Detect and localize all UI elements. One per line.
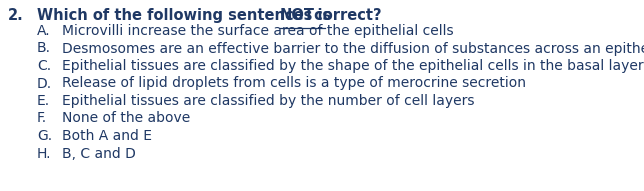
Text: Both A and E: Both A and E <box>62 129 152 143</box>
Text: Release of lipid droplets from cells is a type of merocrine secretion: Release of lipid droplets from cells is … <box>62 77 526 91</box>
Text: A.: A. <box>37 24 51 38</box>
Text: C.: C. <box>37 59 51 73</box>
Text: Epithelial tissues are classified by the shape of the epithelial cells in the ba: Epithelial tissues are classified by the… <box>62 59 643 73</box>
Text: B, C and D: B, C and D <box>62 146 136 160</box>
Text: G.: G. <box>37 129 52 143</box>
Text: correct?: correct? <box>309 8 382 23</box>
Text: F.: F. <box>37 112 47 125</box>
Text: 2.: 2. <box>8 8 24 23</box>
Text: Microvilli increase the surface area of the epithelial cells: Microvilli increase the surface area of … <box>62 24 453 38</box>
Text: NOT: NOT <box>280 8 315 23</box>
Text: Desmosomes are an effective barrier to the diffusion of substances across an epi: Desmosomes are an effective barrier to t… <box>62 41 644 56</box>
Text: B.: B. <box>37 41 51 56</box>
Text: Epithelial tissues are classified by the number of cell layers: Epithelial tissues are classified by the… <box>62 94 475 108</box>
Text: None of the above: None of the above <box>62 112 190 125</box>
Text: H.: H. <box>37 146 52 160</box>
Text: D.: D. <box>37 77 52 91</box>
Text: E.: E. <box>37 94 50 108</box>
Text: Which of the following sentences is: Which of the following sentences is <box>37 8 336 23</box>
